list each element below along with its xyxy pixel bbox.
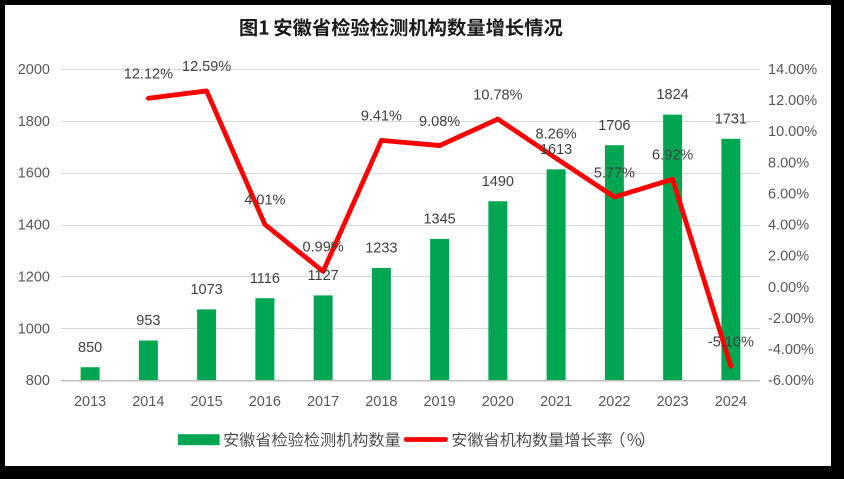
svg-text:1490: 1490 <box>482 174 514 190</box>
svg-text:1613: 1613 <box>540 142 572 158</box>
svg-text:2016: 2016 <box>249 394 281 410</box>
svg-text:1731: 1731 <box>715 111 747 127</box>
svg-text:12.59%: 12.59% <box>182 59 231 75</box>
svg-text:8.26%: 8.26% <box>536 127 577 143</box>
svg-text:12.12%: 12.12% <box>124 66 173 82</box>
svg-text:6.92%: 6.92% <box>652 147 693 163</box>
svg-text:8.00%: 8.00% <box>768 155 809 171</box>
svg-text:2015: 2015 <box>190 394 222 410</box>
svg-text:800: 800 <box>26 373 50 389</box>
svg-text:6.00%: 6.00% <box>768 186 809 202</box>
svg-text:1600: 1600 <box>18 166 50 182</box>
svg-text:12.00%: 12.00% <box>768 93 817 109</box>
svg-text:-4.00%: -4.00% <box>768 342 814 358</box>
svg-text:1200: 1200 <box>18 269 50 285</box>
svg-text:4.01%: 4.01% <box>244 193 285 209</box>
svg-text:4.00%: 4.00% <box>768 218 809 234</box>
svg-text:1706: 1706 <box>598 118 630 134</box>
svg-text:2020: 2020 <box>482 394 514 410</box>
svg-text:1116: 1116 <box>250 271 280 287</box>
svg-text:0.99%: 0.99% <box>303 240 344 256</box>
svg-text:1233: 1233 <box>365 241 397 257</box>
svg-text:1345: 1345 <box>423 211 455 227</box>
svg-text:1824: 1824 <box>656 87 688 103</box>
svg-text:2019: 2019 <box>423 394 455 410</box>
svg-text:2.00%: 2.00% <box>768 249 809 265</box>
svg-text:953: 953 <box>136 313 160 329</box>
svg-text:9.41%: 9.41% <box>361 109 402 125</box>
svg-text:-2.00%: -2.00% <box>768 311 814 327</box>
svg-text:2000: 2000 <box>18 62 50 78</box>
svg-text:14.00%: 14.00% <box>768 62 817 78</box>
svg-text:1800: 1800 <box>18 114 50 130</box>
svg-text:5.77%: 5.77% <box>594 165 635 181</box>
svg-text:2022: 2022 <box>598 394 630 410</box>
svg-text:2024: 2024 <box>715 394 747 410</box>
svg-text:1127: 1127 <box>308 268 339 284</box>
svg-text:9.08%: 9.08% <box>419 114 460 130</box>
svg-text:2021: 2021 <box>540 394 572 410</box>
svg-text:-6.00%: -6.00% <box>768 373 814 389</box>
svg-text:1000: 1000 <box>18 321 50 337</box>
svg-text:850: 850 <box>78 340 102 356</box>
svg-text:10.00%: 10.00% <box>768 124 817 140</box>
svg-text:1400: 1400 <box>18 218 50 234</box>
svg-text:1073: 1073 <box>190 282 222 298</box>
svg-text:0.00%: 0.00% <box>768 280 809 296</box>
svg-text:2017: 2017 <box>307 394 339 410</box>
svg-text:10.78%: 10.78% <box>473 87 522 103</box>
svg-text:2013: 2013 <box>74 394 106 410</box>
svg-text:2018: 2018 <box>365 394 397 410</box>
svg-text:2014: 2014 <box>132 394 164 410</box>
svg-text:2023: 2023 <box>656 394 688 410</box>
svg-text:-5.10%: -5.10% <box>708 334 754 350</box>
